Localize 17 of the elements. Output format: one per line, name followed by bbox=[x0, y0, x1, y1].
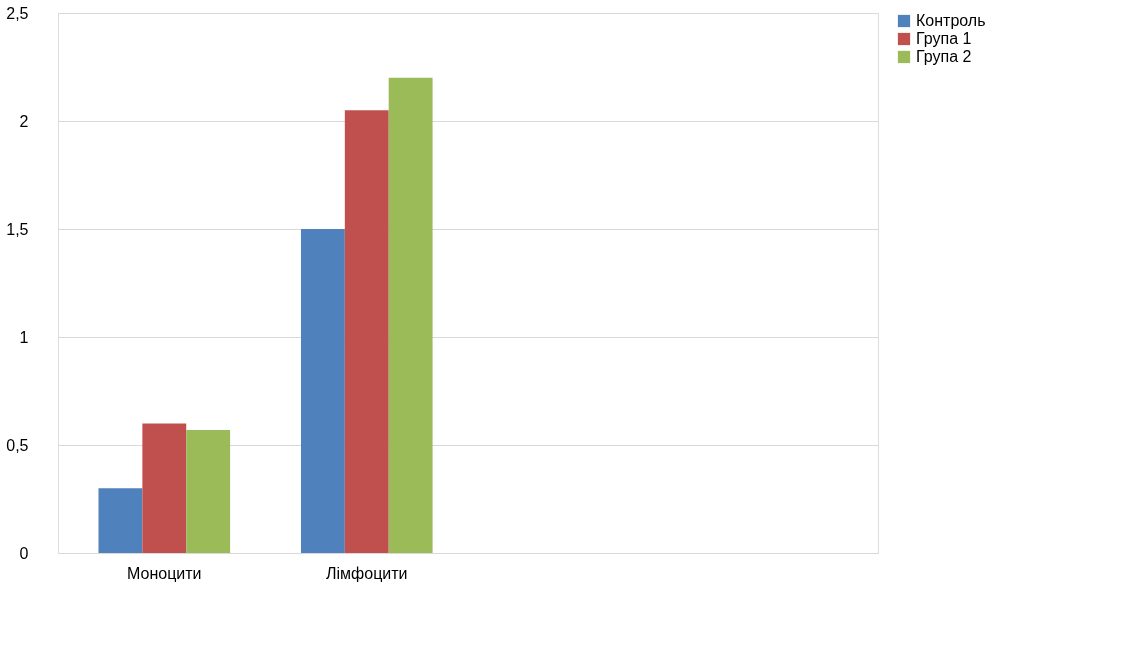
legend-label: Контроль bbox=[916, 12, 986, 29]
bar bbox=[300, 229, 345, 553]
bar bbox=[186, 429, 231, 553]
y-tick-label: 2 bbox=[19, 112, 29, 130]
bar bbox=[142, 423, 187, 553]
x-tick-label: Моноцити bbox=[127, 564, 202, 582]
legend-label: Група 1 bbox=[916, 30, 972, 47]
y-tick-label: 1 bbox=[19, 328, 29, 346]
x-tick-label: Лімфоцити bbox=[326, 564, 408, 582]
bar bbox=[344, 110, 389, 553]
bar bbox=[98, 488, 143, 553]
bar bbox=[388, 77, 433, 553]
y-tick-label: 0 bbox=[19, 544, 29, 562]
y-tick-label: 1,5 bbox=[6, 220, 29, 238]
legend-label: Група 2 bbox=[916, 48, 972, 65]
y-tick-label: 2,5 bbox=[6, 4, 29, 22]
y-tick-label: 0,5 bbox=[6, 436, 29, 454]
